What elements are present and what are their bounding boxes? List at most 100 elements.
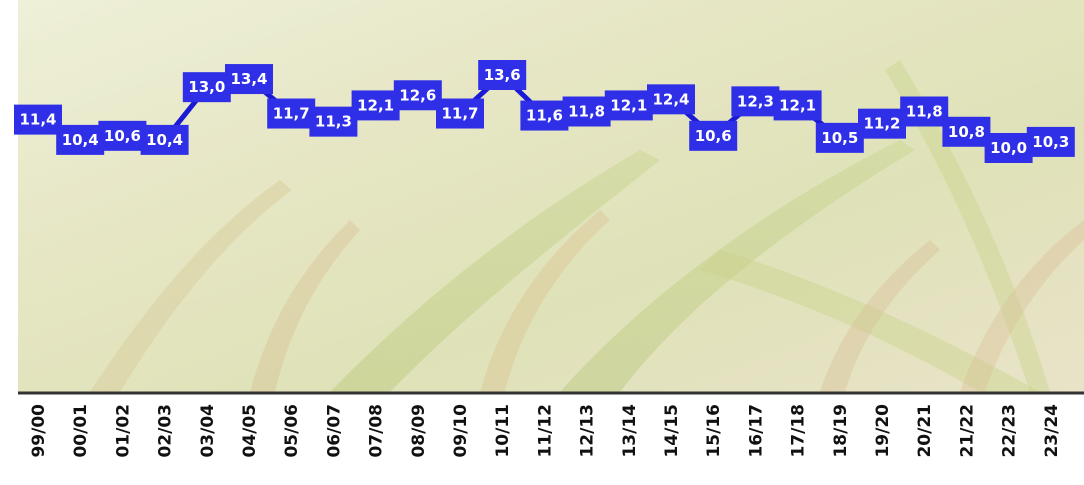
x-tick-label: 07/08 xyxy=(367,404,387,458)
x-tick-label: 10/11 xyxy=(493,404,513,458)
data-label-text: 10,0 xyxy=(990,139,1027,157)
data-point-marker xyxy=(225,64,273,95)
data-label-text: 11,7 xyxy=(441,105,478,123)
data-point-marker xyxy=(478,60,527,90)
data-point-marker xyxy=(267,98,316,129)
x-tick-label: 00/01 xyxy=(71,404,91,458)
data-point-marker xyxy=(309,106,358,137)
data-label-text: 10,6 xyxy=(104,127,141,145)
data-point-marker xyxy=(900,96,949,127)
x-tick-label: 02/03 xyxy=(156,404,176,458)
data-label: 10,4 xyxy=(140,124,189,155)
data-point-marker xyxy=(1026,126,1075,157)
data-point-marker xyxy=(942,116,991,147)
data-label: 11,3 xyxy=(309,106,358,137)
data-label-text: 10,5 xyxy=(821,129,858,147)
data-label: 12,1 xyxy=(773,90,822,121)
data-label: 10,4 xyxy=(56,124,105,155)
x-tick-label: 99/00 xyxy=(29,404,49,458)
data-label-text: 10,8 xyxy=(948,123,985,141)
data-label: 13,0 xyxy=(182,72,231,103)
x-tick-label: 01/02 xyxy=(113,404,133,458)
data-label-text: 11,6 xyxy=(526,107,563,125)
background-photo xyxy=(18,0,1084,392)
data-label: 12,6 xyxy=(393,80,442,111)
data-label-text: 12,4 xyxy=(652,90,689,108)
data-point-marker xyxy=(436,98,484,129)
data-label-text: 11,8 xyxy=(568,103,605,121)
x-tick-label: 14/15 xyxy=(662,404,682,458)
data-label: 11,8 xyxy=(900,96,949,127)
data-labels: 11,4 10,4 10,6 10,4 13,0 13,4 11,7 11,3 12,1 12,6… xyxy=(14,60,1075,163)
data-label: 10,0 xyxy=(984,133,1033,163)
data-label-text: 10,3 xyxy=(1032,133,1069,151)
data-label-text: 11,8 xyxy=(906,103,943,121)
x-tick-label: 17/18 xyxy=(789,404,809,458)
data-point-marker xyxy=(393,80,442,111)
data-label-text: 11,3 xyxy=(315,113,352,131)
data-label: 13,4 xyxy=(225,64,273,95)
x-tick-label: 04/05 xyxy=(240,404,260,458)
data-point-marker xyxy=(56,124,105,155)
data-label-text: 13,0 xyxy=(188,78,225,96)
x-tick-label: 03/04 xyxy=(198,404,218,458)
data-label: 11,8 xyxy=(562,96,611,127)
data-label-text: 10,4 xyxy=(62,131,99,149)
x-tick-label: 09/10 xyxy=(451,404,471,458)
data-label: 12,1 xyxy=(604,90,653,121)
data-label-text: 12,6 xyxy=(399,86,436,104)
data-point-marker xyxy=(604,90,653,121)
x-tick-label: 18/19 xyxy=(831,404,851,458)
data-label: 10,8 xyxy=(942,116,991,147)
data-label: 11,7 xyxy=(436,98,484,129)
data-label-text: 10,4 xyxy=(146,131,183,149)
data-point-marker xyxy=(689,120,738,151)
data-label-text: 13,4 xyxy=(230,70,267,88)
data-label-text: 11,7 xyxy=(273,105,310,123)
data-label-text: 13,6 xyxy=(484,66,521,84)
data-label: 11,6 xyxy=(520,100,569,131)
data-label: 11,7 xyxy=(267,98,316,129)
data-label-text: 12,3 xyxy=(737,92,774,110)
data-label-text: 11,4 xyxy=(19,111,56,129)
data-label: 10,6 xyxy=(689,120,738,151)
x-tick-label: 22/23 xyxy=(1000,404,1020,458)
data-label-text: 12,1 xyxy=(779,96,816,114)
data-point-marker xyxy=(14,104,62,135)
x-tick-labels: 99/00 00/01 01/02 02/03 03/04 04/05 05/06 06/07… xyxy=(29,404,1062,458)
data-label: 11,4 xyxy=(14,104,62,135)
x-tick-label: 20/21 xyxy=(915,404,935,458)
data-label-text: 12,1 xyxy=(610,96,647,114)
x-tick-label: 15/16 xyxy=(704,404,724,458)
x-tick-label: 11/12 xyxy=(535,404,555,458)
data-point-marker xyxy=(98,120,147,151)
data-label: 10,6 xyxy=(98,120,147,151)
x-tick-label: 06/07 xyxy=(324,404,344,458)
data-label: 12,1 xyxy=(351,90,400,121)
data-point-marker xyxy=(984,133,1033,163)
data-label: 13,6 xyxy=(478,60,527,90)
data-label: 12,3 xyxy=(731,86,780,117)
x-tick-label: 12/13 xyxy=(578,404,598,458)
data-point-marker xyxy=(562,96,611,127)
data-point-marker xyxy=(520,100,569,131)
x-tick-label: 16/17 xyxy=(746,404,766,458)
x-tick-label: 23/24 xyxy=(1042,404,1062,458)
data-label: 11,2 xyxy=(858,108,906,139)
data-point-marker xyxy=(731,86,780,117)
data-point-marker xyxy=(182,72,231,103)
x-tick-label: 13/14 xyxy=(620,404,640,458)
x-tick-label: 05/06 xyxy=(282,404,302,458)
data-point-marker xyxy=(815,122,864,153)
data-label: 12,4 xyxy=(647,84,695,115)
x-tick-label: 19/20 xyxy=(873,404,893,458)
data-label-text: 11,2 xyxy=(863,115,900,133)
data-point-marker xyxy=(140,124,189,155)
x-tick-label: 21/22 xyxy=(957,404,977,458)
x-tick-label: 08/09 xyxy=(409,404,429,458)
data-label-text: 12,1 xyxy=(357,96,394,114)
data-label-text: 10,6 xyxy=(695,127,732,145)
data-point-marker xyxy=(647,84,695,115)
data-point-marker xyxy=(773,90,822,121)
